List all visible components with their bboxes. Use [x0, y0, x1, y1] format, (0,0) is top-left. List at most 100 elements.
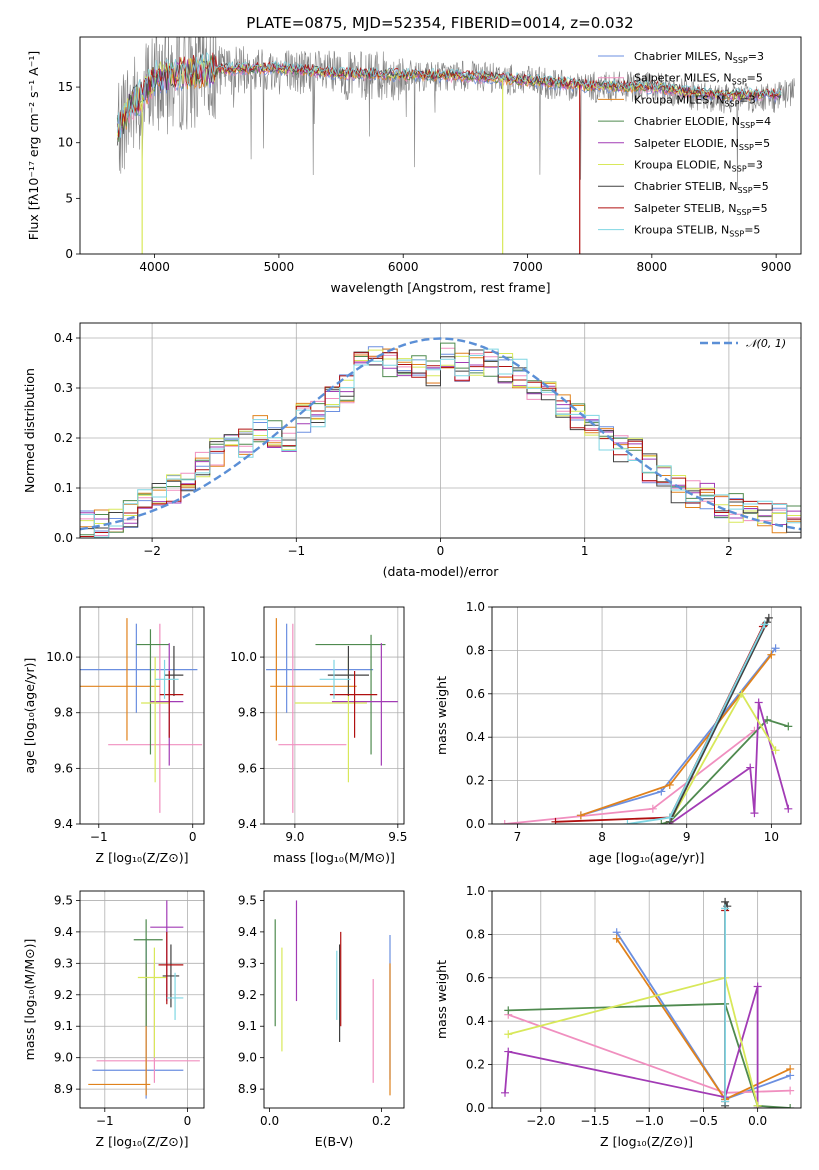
- x-tick-label: −2.0: [526, 1114, 555, 1128]
- plot-area-age_vs_weight: [500, 613, 793, 824]
- x-tick-label: 6000: [388, 260, 419, 274]
- y-tick-label: 0.8: [466, 643, 485, 657]
- weight-marker-krm: [786, 1064, 795, 1073]
- x-tick-label: −2: [143, 544, 161, 558]
- weight-marker-sae: [753, 982, 762, 991]
- y-axis-label: age [log₁₀(age/yr)]: [22, 658, 37, 774]
- y-tick-label: 0.2: [466, 774, 485, 788]
- y-tick-label: 0.1: [54, 481, 73, 495]
- plot-area-Z_vs_mass: [88, 900, 200, 1099]
- panel-mass_vs_age: 9.0 9.5 9.4 9.6 9.8 10.0 mass [log₁₀(M/M⊙)]: [230, 606, 407, 865]
- legend-eq: =3: [747, 159, 763, 172]
- y-tick-label: 1.0: [466, 600, 485, 614]
- axes-frame: [263, 606, 405, 825]
- y-tick-label: 9.2: [54, 988, 73, 1002]
- axes-frame: [491, 890, 802, 1109]
- panel-spectrum: 4000 5000 6000 7000 8000 9000 0 5 10 15 wavelength…: [26, 36, 802, 295]
- weight-marker-sae: [754, 698, 763, 707]
- x-tick-label: 7000: [512, 260, 543, 274]
- legend-eq: =4: [755, 115, 771, 128]
- legend-label-sae: Salpeter ELODIE, NSSP=5: [634, 137, 770, 152]
- gaussian-curve: [80, 337, 801, 531]
- weight-marker-sae: [784, 804, 793, 813]
- legend-subscript: SSP: [724, 99, 739, 108]
- y-tick-label: 0.6: [466, 687, 485, 701]
- x-tick-label: 9.0: [285, 830, 304, 844]
- legend-subscript: SSP: [739, 143, 754, 152]
- y-tick-label: 9.1: [238, 1019, 257, 1033]
- legend-label-che: Chabrier ELODIE, NSSP=4: [634, 115, 771, 130]
- plot-area-mass_vs_age: [266, 618, 398, 813]
- panel-age_vs_weight: 7 8 9 10 0.0 0.2 0.4 0.6 0.8 1.0 age [log₁₀(age/yr…: [434, 600, 802, 865]
- y-tick-label: 9.6: [238, 761, 257, 775]
- weight-marker-sam: [500, 820, 509, 824]
- x-tick-label: 10: [764, 830, 779, 844]
- legend-subscript: SSP: [732, 78, 747, 87]
- y-tick-label: 9.4: [238, 817, 257, 831]
- x-tick-label: −0.5: [689, 1114, 718, 1128]
- x-tick-label: 0: [189, 830, 197, 844]
- y-tick-label: 9.3: [54, 956, 73, 970]
- model-spectrum-krs: [116, 51, 782, 138]
- x-tick-label: 0.0: [748, 1114, 767, 1128]
- y-tick-label: 9.8: [54, 706, 73, 720]
- x-axis-label: mass [log₁₀(M/M⊙)]: [273, 850, 395, 865]
- legend-subscript: SSP: [738, 186, 753, 195]
- x-tick-label: 7: [514, 830, 522, 844]
- weight-marker-kre: [737, 689, 746, 698]
- weight-marker-chs: [764, 613, 773, 622]
- y-axis-label: Flux [fλ10⁻¹⁷ erg cm⁻² s⁻¹ A⁻¹]: [26, 51, 41, 240]
- weight-marker-krm: [767, 650, 776, 659]
- plot-area-Z_vs_age: [80, 618, 203, 813]
- y-tick-label: 5: [65, 191, 73, 205]
- weight-marker-krs: [721, 904, 730, 913]
- x-axis-label: (data-model)/error: [383, 564, 500, 579]
- axes-frame: [79, 36, 802, 255]
- y-axis-label: mass weight: [434, 676, 449, 755]
- y-tick-label: 0.4: [466, 1014, 485, 1028]
- legend-eq: =3: [748, 50, 764, 63]
- y-tick-label: 0.2: [54, 431, 73, 445]
- weight-marker-chm: [657, 787, 666, 796]
- legend-eq: =5: [744, 224, 760, 237]
- y-tick-label: 10: [58, 136, 73, 150]
- x-tick-label: 5000: [264, 260, 295, 274]
- observed-spectrum: [117, 37, 795, 189]
- x-tick-label: 8000: [637, 260, 668, 274]
- x-axis-label: Z [log₁₀(Z/Z⊙)]: [96, 850, 189, 865]
- legend-subscript: SSP: [736, 208, 751, 217]
- x-tick-label: 0.0: [260, 1114, 279, 1128]
- weight-line-kre: [508, 976, 759, 1107]
- figure-title: PLATE=0875, MJD=52354, FIBERID=0014, z=0…: [246, 14, 633, 32]
- legend-eq: =3: [739, 93, 755, 106]
- x-axis-label: Z [log₁₀(Z/Z⊙)]: [96, 1134, 189, 1149]
- hist-step-krs: [80, 348, 801, 538]
- legend-label-krs: Kroupa STELIB, NSSP=5: [634, 224, 760, 239]
- y-tick-label: 9.2: [238, 988, 257, 1002]
- plot-area-ebv_vs_mass: [274, 900, 391, 1096]
- y-tick-label: 9.5: [238, 893, 257, 907]
- x-tick-label: 0: [437, 544, 445, 558]
- gaussian-legend-label: 𝒩(0, 1): [746, 337, 786, 350]
- legend-subscript: SSP: [729, 230, 744, 239]
- legend-label-sam: Salpeter MILES, NSSP=5: [634, 72, 763, 87]
- x-tick-label: 4000: [139, 260, 170, 274]
- weight-line-che: [661, 718, 789, 824]
- panel-ebv_vs_mass: 0.0 0.2 8.9 9.0 9.1 9.2 9.3 9.4 9.5 E(B-V): [238, 890, 405, 1149]
- legend-subscript: SSP: [740, 121, 755, 130]
- x-tick-label: 9.5: [388, 830, 407, 844]
- legend-label-chm: Chabrier MILES, NSSP=3: [634, 50, 764, 65]
- x-tick-label: 2: [725, 544, 733, 558]
- weight-marker-sas: [551, 817, 560, 824]
- panel-residual_hist: −2 −1 0 1 2 0.0 0.1 0.2 0.3 0.4 (data-model)/error…: [22, 322, 802, 579]
- y-tick-label: 9.8: [238, 706, 257, 720]
- weight-line-chs: [668, 617, 770, 823]
- y-tick-label: 9.0: [238, 1051, 257, 1065]
- panel-Z_vs_age: −1 0 9.4 9.6 9.8 10.0 Z [log₁₀(Z/Z⊙)] age [log₁…: [22, 606, 205, 865]
- plot-area-Z_vs_weight: [501, 897, 795, 1108]
- y-tick-label: 9.0: [54, 1051, 73, 1065]
- legend-eq: =5: [753, 180, 769, 193]
- x-axis-label: age [log₁₀(age/yr)]: [589, 850, 705, 865]
- x-tick-label: −1.0: [635, 1114, 664, 1128]
- y-tick-label: 8.9: [238, 1082, 257, 1096]
